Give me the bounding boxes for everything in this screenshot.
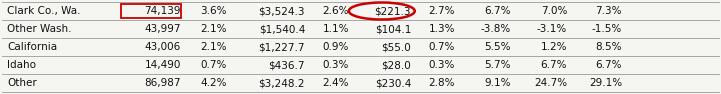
Text: 74,139: 74,139	[144, 6, 181, 16]
Text: $230.4: $230.4	[375, 78, 411, 88]
Text: 24.7%: 24.7%	[534, 78, 567, 88]
Text: $104.1: $104.1	[375, 24, 411, 34]
Text: 0.7%: 0.7%	[428, 42, 455, 52]
Text: 0.9%: 0.9%	[322, 42, 349, 52]
Text: 14,490: 14,490	[145, 60, 181, 70]
Text: -1.5%: -1.5%	[592, 24, 622, 34]
Text: 8.5%: 8.5%	[596, 42, 622, 52]
Text: 86,987: 86,987	[144, 78, 181, 88]
Text: 6.7%: 6.7%	[596, 60, 622, 70]
Text: 2.6%: 2.6%	[322, 6, 349, 16]
Text: 0.3%: 0.3%	[322, 60, 349, 70]
Text: 6.7%: 6.7%	[485, 6, 511, 16]
Text: 43,006: 43,006	[145, 42, 181, 52]
Text: 1.2%: 1.2%	[541, 42, 567, 52]
Text: 43,997: 43,997	[144, 24, 181, 34]
Text: 7.3%: 7.3%	[596, 6, 622, 16]
Text: $221.3: $221.3	[374, 6, 411, 16]
Text: 4.2%: 4.2%	[200, 78, 227, 88]
Text: $55.0: $55.0	[381, 42, 411, 52]
Text: 0.3%: 0.3%	[428, 60, 455, 70]
Text: $3,524.3: $3,524.3	[259, 6, 305, 16]
Text: 2.7%: 2.7%	[428, 6, 455, 16]
Text: -3.1%: -3.1%	[536, 24, 567, 34]
Text: Idaho: Idaho	[7, 60, 36, 70]
Text: 0.7%: 0.7%	[200, 60, 227, 70]
Text: $436.7: $436.7	[268, 60, 305, 70]
Text: Other: Other	[7, 78, 37, 88]
Text: 1.1%: 1.1%	[322, 24, 349, 34]
Text: 2.8%: 2.8%	[428, 78, 455, 88]
Text: $1,540.4: $1,540.4	[259, 24, 305, 34]
Text: 1.3%: 1.3%	[428, 24, 455, 34]
Text: California: California	[7, 42, 57, 52]
Text: 6.7%: 6.7%	[541, 60, 567, 70]
Text: 3.6%: 3.6%	[200, 6, 227, 16]
Text: 2.1%: 2.1%	[200, 42, 227, 52]
Text: 5.5%: 5.5%	[485, 42, 511, 52]
Text: Clark Co., Wa.: Clark Co., Wa.	[7, 6, 81, 16]
Text: $3,248.2: $3,248.2	[259, 78, 305, 88]
Text: 29.1%: 29.1%	[589, 78, 622, 88]
Text: $28.0: $28.0	[381, 60, 411, 70]
Text: 5.7%: 5.7%	[485, 60, 511, 70]
Text: Other Wash.: Other Wash.	[7, 24, 71, 34]
Text: -3.8%: -3.8%	[481, 24, 511, 34]
Text: 2.1%: 2.1%	[200, 24, 227, 34]
Text: $1,227.7: $1,227.7	[259, 42, 305, 52]
Text: 9.1%: 9.1%	[485, 78, 511, 88]
Text: 2.4%: 2.4%	[322, 78, 349, 88]
Text: 7.0%: 7.0%	[541, 6, 567, 16]
